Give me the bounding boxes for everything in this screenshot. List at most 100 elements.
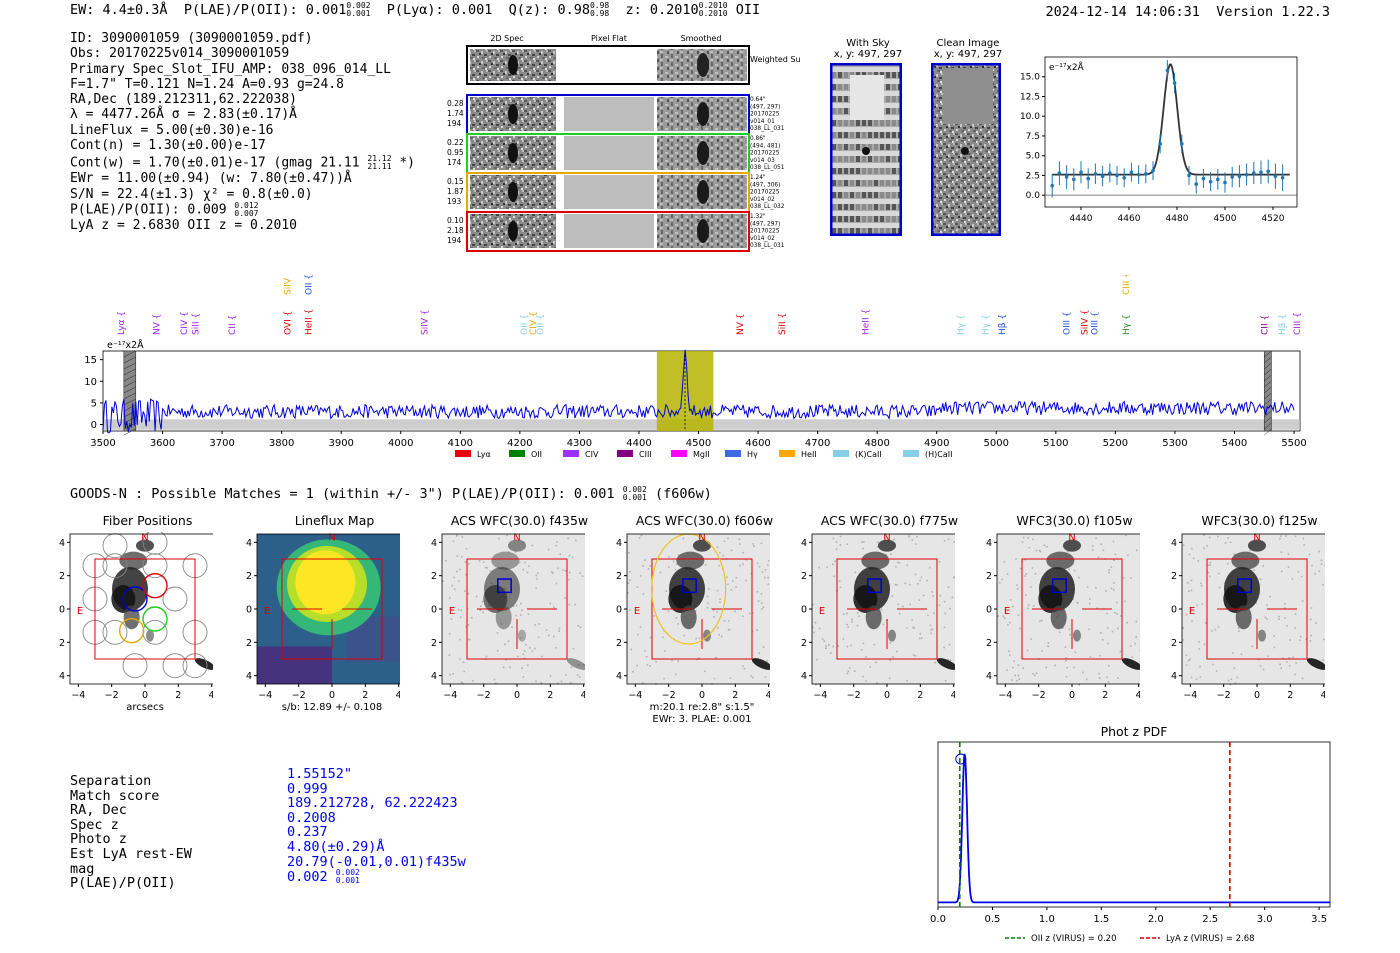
sky-noise <box>926 579 929 582</box>
sky-noise <box>756 629 758 631</box>
sky-noise <box>1286 661 1288 663</box>
map-low <box>257 646 332 684</box>
fiber-circle <box>122 653 148 679</box>
legend-swatch <box>455 450 471 457</box>
sky-noise <box>850 228 854 234</box>
sky-noise <box>889 642 892 644</box>
sky-noise <box>664 650 666 652</box>
sky-noise <box>1026 607 1029 610</box>
sky-noise <box>1108 664 1110 667</box>
info-contw: Cont(w) = 1.70(±0.01)e-17 (gmag 21.11 21… <box>70 154 415 172</box>
x-tick-label: 3900 <box>328 438 353 449</box>
sky-noise <box>1135 620 1138 623</box>
sky-noise <box>856 156 860 162</box>
sky-noise <box>913 627 915 629</box>
sky-noise <box>467 563 470 565</box>
line-fit-chart: 0.0 2.5 5.0 7.5 10.0 12.5 15.0 4440 4460 4480 4500… <box>1020 56 1298 224</box>
y-tick-label: 2 <box>431 571 437 582</box>
sky-noise <box>834 560 836 563</box>
sky-noise <box>1039 550 1042 553</box>
sky-noise <box>577 664 580 666</box>
line-label: Hγ { <box>982 314 992 335</box>
sky-noise <box>1292 656 1295 659</box>
galaxy-arm <box>491 551 520 570</box>
sky-noise <box>844 168 848 174</box>
x-tick-label: −4 <box>628 690 642 701</box>
hatch <box>123 368 136 376</box>
sky-noise <box>880 192 884 198</box>
sky-noise <box>713 677 716 680</box>
galaxy-arm <box>680 605 697 630</box>
sky-noise <box>735 576 738 579</box>
sky-noise <box>453 588 456 590</box>
y-tick-label: −2 <box>615 638 622 649</box>
x-tick-label: 3.0 <box>1257 914 1273 925</box>
sky-noise <box>880 168 884 174</box>
sky-noise <box>856 611 859 614</box>
sky-noise <box>1043 544 1046 547</box>
sky-noise <box>752 676 754 679</box>
fiber-row-stat: 194 <box>447 119 462 128</box>
fiber-row-stat: 1.74 <box>447 109 464 118</box>
sky-noise <box>1218 586 1221 589</box>
sky-noise <box>558 627 561 630</box>
sky-noise <box>467 592 470 595</box>
sky-noise <box>456 534 458 536</box>
sky-noise <box>1097 556 1100 559</box>
y-tick-label: 15.0 <box>1020 73 1040 83</box>
sky-noise <box>949 659 952 661</box>
match-values: 1.55152" 0.999 189.212728, 62.222423 0.2008… <box>287 767 466 885</box>
x-tick-label: 2 <box>917 690 923 701</box>
sky-noise <box>874 204 878 210</box>
sky-noise <box>868 156 872 162</box>
hatch <box>1264 386 1272 394</box>
sky-noise <box>862 180 866 186</box>
sky-noise <box>839 535 842 538</box>
x-tick-label: 3600 <box>150 438 175 449</box>
sky-noise <box>629 579 631 582</box>
sky-noise <box>1297 571 1300 573</box>
data-point <box>1230 175 1234 179</box>
y-tick-label: −4 <box>1170 671 1177 682</box>
sky-noise <box>1287 566 1290 569</box>
sky-noise <box>527 613 530 616</box>
sky-noise <box>1212 663 1214 666</box>
sky-noise <box>1208 536 1211 539</box>
sky-stripe <box>832 127 900 132</box>
sky-noise <box>522 568 525 571</box>
sky-noise <box>1091 545 1094 547</box>
sky-noise <box>1229 683 1232 686</box>
sky-noise <box>1022 536 1025 539</box>
y-tick-label: 7.5 <box>1026 132 1040 142</box>
sky-noise <box>1126 621 1128 624</box>
sky-noise <box>947 586 950 588</box>
match-label: Match score <box>70 787 160 804</box>
line-label: SiIV { <box>284 275 294 295</box>
sky-noise <box>1227 537 1229 539</box>
sky-noise <box>875 682 878 684</box>
match-label: Spec z <box>70 816 119 833</box>
sky-noise <box>880 216 884 222</box>
sky-noise <box>730 588 733 591</box>
data-point <box>1158 142 1162 146</box>
sky-noise <box>482 561 485 564</box>
sky-noise <box>575 539 577 542</box>
sky-noise <box>1223 582 1226 584</box>
sky-noise <box>465 573 467 576</box>
sky-noise <box>868 180 872 186</box>
sky-noise <box>627 582 630 584</box>
sky-noise <box>517 655 519 658</box>
sky-noise <box>1098 672 1100 675</box>
sky-noise <box>850 144 854 150</box>
sky-noise <box>1019 567 1022 570</box>
data-point <box>1122 175 1126 180</box>
data-point <box>1187 173 1191 178</box>
sky-noise <box>846 623 848 626</box>
full-spectrum-chart: 0 5 10 15 3500 3600 3700 3800 3900 4000 4100 4200 43… <box>84 275 1307 459</box>
sky-noise <box>1259 665 1262 667</box>
sky-stripe <box>832 175 900 180</box>
galaxy-arm <box>1231 551 1260 570</box>
north-label: N <box>141 533 148 544</box>
x-tick-label: 4800 <box>864 438 889 449</box>
sky-noise <box>489 570 492 572</box>
